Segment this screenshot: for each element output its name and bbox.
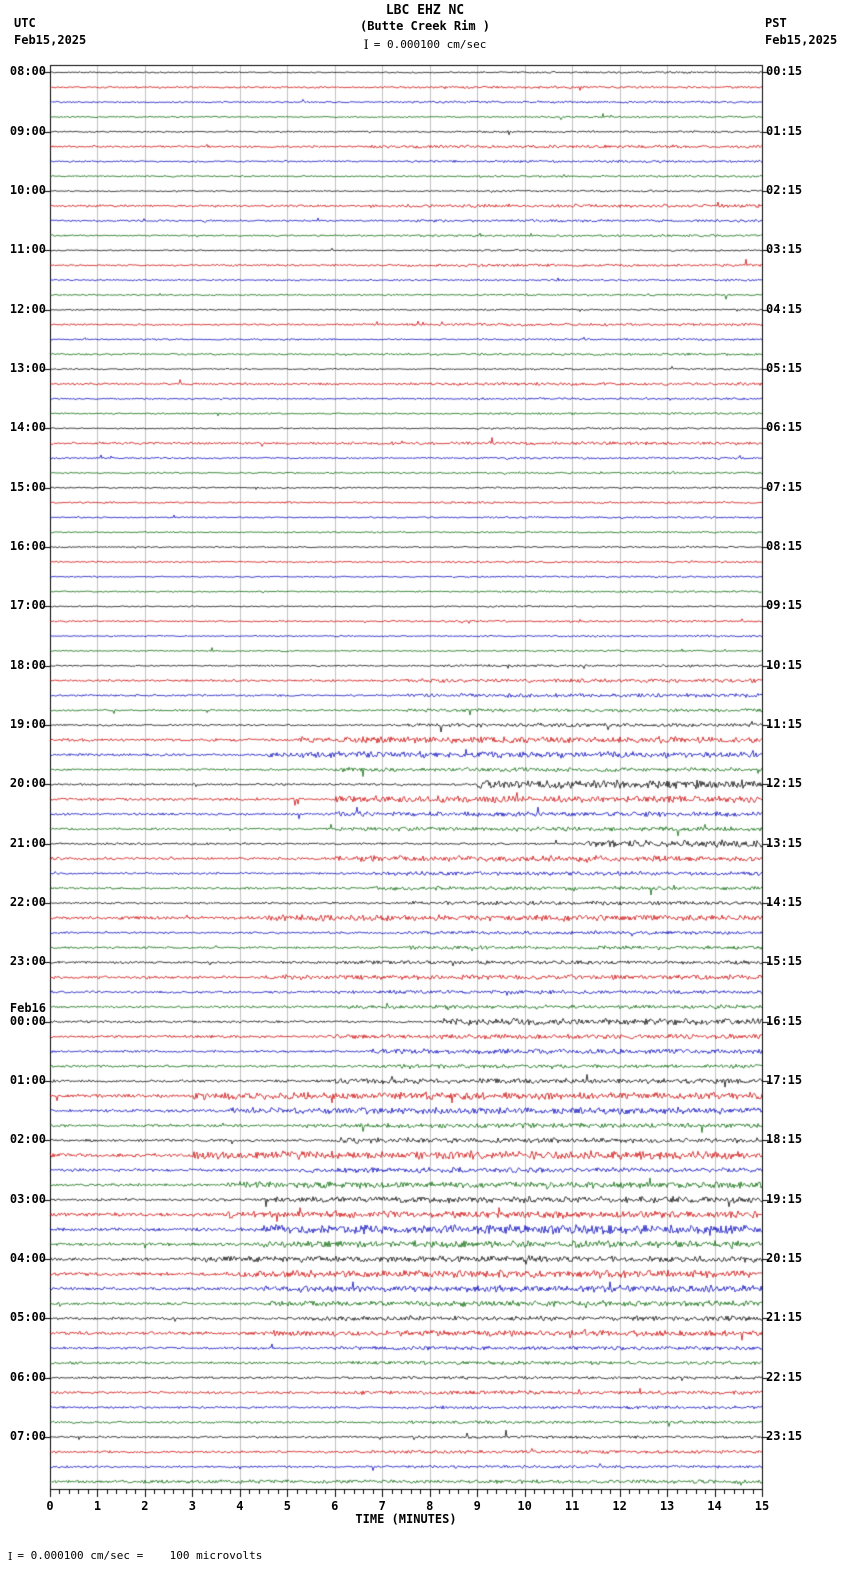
utc-hour-label: 04:00 — [9, 1251, 46, 1266]
utc-hour-label: 09:00 — [9, 123, 46, 138]
utc-hour-label: 19:00 — [9, 717, 46, 732]
x-tick-label: 2 — [141, 1499, 149, 1513]
pst-hour-label: 07:15 — [766, 479, 803, 494]
utc-hour-label: 08:00 — [9, 64, 46, 79]
pst-timezone-label: PST — [765, 16, 787, 30]
utc-hour-label: 17:00 — [9, 598, 46, 613]
scale-bar-icon: I — [363, 38, 369, 53]
utc-hour-label: 12:00 — [9, 301, 46, 316]
scale-line: I = 0.000100 cm/sec — [0, 38, 850, 53]
utc-hour-label: 21:00 — [9, 835, 46, 850]
x-tick-label: 9 — [473, 1499, 481, 1513]
utc-hour-label: 14:00 — [9, 420, 46, 435]
pst-date-label: Feb15,2025 — [765, 33, 838, 47]
pst-hour-label: 18:15 — [766, 1132, 803, 1147]
footer-note-text: = 0.000100 cm/sec = 100 microvolts — [17, 1549, 263, 1562]
utc-hour-label: 01:00 — [9, 1073, 46, 1088]
pst-hour-label: 10:15 — [766, 657, 803, 672]
x-tick-label: 7 — [378, 1499, 386, 1513]
footer-scale-note: I = 0.000100 cm/sec = 100 microvolts — [8, 1549, 262, 1563]
utc-hour-label: 13:00 — [9, 361, 46, 376]
pst-hour-label: 08:15 — [766, 539, 803, 554]
x-tick-label: 4 — [236, 1499, 244, 1513]
utc-timezone-label: UTC — [14, 16, 36, 30]
utc-hour-label: 23:00 — [9, 954, 46, 969]
utc-hour-label: 07:00 — [9, 1429, 46, 1444]
pst-hour-label: 16:15 — [766, 1013, 803, 1028]
pst-hour-label: 01:15 — [766, 123, 803, 138]
x-tick-label: 5 — [283, 1499, 291, 1513]
utc-hour-label: 20:00 — [9, 776, 46, 791]
pst-hour-label: 22:15 — [766, 1369, 803, 1384]
pst-hour-label: 00:15 — [766, 64, 803, 79]
pst-hour-label: 17:15 — [766, 1073, 803, 1088]
pst-hour-label: 11:15 — [766, 717, 803, 732]
pst-hour-label: 20:15 — [766, 1251, 803, 1266]
utc-hour-label: 15:00 — [9, 479, 46, 494]
x-axis-title: TIME (MINUTES) — [355, 1512, 457, 1526]
pst-hour-label: 06:15 — [766, 420, 803, 435]
utc-date-label: Feb15,2025 — [14, 33, 87, 47]
utc-hour-label: 05:00 — [9, 1310, 46, 1325]
pst-hour-label: 13:15 — [766, 835, 803, 850]
utc-hour-label: 03:00 — [9, 1191, 46, 1206]
x-tick-label: 14 — [707, 1499, 722, 1513]
pst-hour-label: 23:15 — [766, 1429, 803, 1444]
x-tick-label: 1 — [93, 1499, 102, 1513]
pst-hour-label: 15:15 — [766, 954, 803, 969]
utc-hour-label: 16:00 — [9, 539, 46, 554]
x-tick-label: 0 — [46, 1499, 54, 1513]
x-tick-label: 6 — [331, 1499, 339, 1513]
pst-hour-label: 05:15 — [766, 361, 803, 376]
utc-hour-label: 06:00 — [9, 1369, 46, 1384]
pst-hour-label: 19:15 — [766, 1191, 803, 1206]
station-subtitle: (Butte Creek Rim ) — [359, 19, 491, 33]
pst-hour-label: 14:15 — [766, 895, 803, 910]
pst-hour-label: 21:15 — [766, 1310, 803, 1325]
x-tick-label: 3 — [188, 1499, 196, 1513]
utc-hour-label: Feb16 00:00 — [9, 1000, 46, 1028]
utc-hour-label: 10:00 — [9, 183, 46, 198]
x-tick-label: 15 — [754, 1499, 770, 1513]
pst-hour-label: 09:15 — [766, 598, 803, 613]
utc-hour-label: 22:00 — [9, 895, 46, 910]
pst-hour-label: 03:15 — [766, 242, 803, 257]
footer-scale-bar-icon: I — [8, 1550, 13, 1563]
x-tick-label: 10 — [517, 1499, 532, 1513]
x-tick-label: 8 — [426, 1499, 434, 1513]
x-tick-label: 13 — [659, 1499, 675, 1513]
pst-hour-label: 02:15 — [766, 183, 803, 198]
pst-hour-label: 12:15 — [766, 776, 803, 791]
x-tick-label: 12 — [612, 1499, 627, 1513]
scale-label: = 0.000100 cm/sec — [373, 38, 487, 51]
station-title: LBC EHZ NC — [385, 3, 465, 18]
utc-hour-label: 18:00 — [9, 657, 46, 672]
pst-hour-label: 04:15 — [766, 301, 803, 316]
utc-hour-label: 02:00 — [9, 1132, 46, 1147]
utc-hour-label: 11:00 — [9, 242, 46, 257]
x-tick-label: 11 — [564, 1499, 580, 1513]
